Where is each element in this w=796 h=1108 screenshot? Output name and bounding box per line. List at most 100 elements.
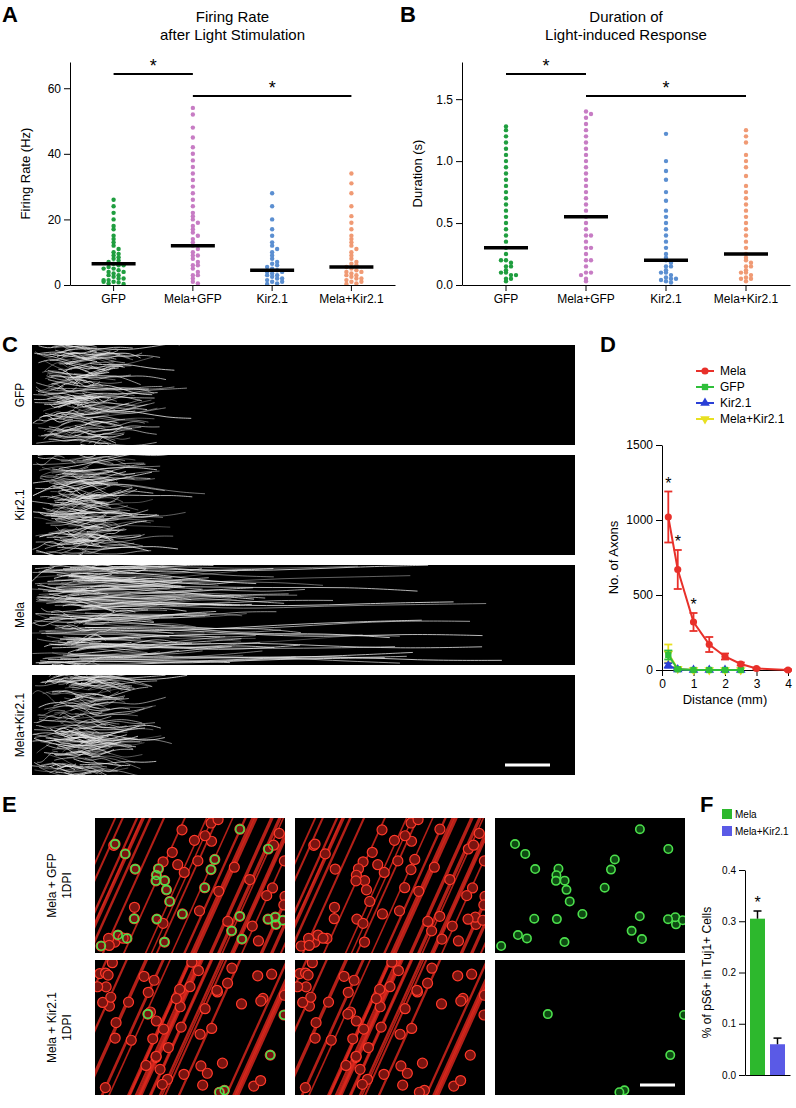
soma-texture: [467, 969, 477, 979]
data-point: [111, 198, 115, 202]
axon-texture: [82, 539, 104, 545]
neurite-texture: [361, 960, 431, 1095]
soma-texture: [343, 987, 353, 997]
data-point: [504, 177, 508, 181]
axon-texture: [59, 455, 157, 469]
axon-texture: [40, 513, 125, 517]
legend-item: Kir2.1: [696, 396, 752, 410]
data-point: [744, 239, 748, 243]
plot-area: [750, 911, 785, 1075]
micrograph-background: [495, 818, 685, 953]
y-tick-label: 1.5: [436, 93, 453, 107]
data-point: [753, 665, 760, 672]
soma-texture: [351, 1016, 361, 1026]
neurite-texture: [95, 818, 142, 953]
soma-texture: [193, 966, 203, 976]
y-tick-line: [739, 973, 745, 974]
axon-texture: [33, 484, 79, 496]
data-point: [504, 171, 508, 175]
soma-texture: [167, 847, 177, 857]
soma-texture: [363, 1043, 373, 1053]
figure: AFiring Rateafter Light Stimulation02040…: [0, 0, 796, 1108]
data-point: [589, 112, 593, 116]
data-point: [664, 199, 668, 203]
soma-texture: [469, 840, 479, 850]
legend-label: Mela: [735, 809, 757, 820]
soma-texture: [279, 856, 285, 866]
soma-texture: [262, 891, 272, 901]
micrograph-background: [32, 455, 575, 555]
significance-star: *: [665, 475, 671, 492]
x-tick-line: [113, 285, 114, 291]
data-point: [665, 652, 671, 658]
data-point: [504, 239, 508, 243]
neurite-texture: [145, 960, 215, 1095]
data-point: [584, 239, 588, 243]
x-tick: 0: [659, 670, 666, 691]
soma-texture: [367, 847, 377, 857]
data-point: [720, 664, 730, 672]
axon-texture: [83, 400, 151, 410]
axon-texture: [88, 430, 157, 435]
pS6-texture: [123, 934, 131, 942]
y-tick-line: [656, 595, 662, 596]
data-point: [111, 257, 115, 261]
data-point: [664, 239, 668, 243]
data-point: [265, 282, 269, 285]
x-tick-label: 3: [754, 677, 761, 691]
neurite-texture: [406, 818, 476, 953]
series: [171, 106, 215, 285]
soma-texture: [110, 1033, 120, 1043]
data-point: [344, 273, 348, 277]
pS6-texture: [114, 931, 122, 939]
soma-texture: [303, 970, 313, 980]
pS6-texture: [544, 1010, 552, 1018]
x-tick-label: 0: [659, 677, 666, 691]
soma-texture: [267, 969, 277, 979]
neurite-texture: [375, 960, 445, 1095]
data-point: [196, 263, 200, 267]
axon-texture: [53, 477, 114, 481]
soma-texture: [400, 1004, 410, 1014]
series: [92, 198, 136, 285]
series: [664, 492, 792, 674]
neurite-texture: [222, 960, 285, 1095]
data-point: [737, 660, 744, 667]
mean-bar: [171, 244, 215, 248]
neurite-texture: [295, 818, 347, 953]
soma-texture: [214, 886, 224, 896]
data-point: [706, 641, 713, 648]
soma-texture: [320, 849, 330, 859]
pS6-texture: [511, 840, 519, 848]
axon-texture: [69, 457, 135, 460]
data-point: [191, 178, 195, 182]
y-tick-line: [739, 870, 745, 871]
data-point: [111, 204, 115, 208]
data-point: [664, 215, 668, 219]
y-axis: 050010001500: [626, 438, 662, 677]
data-point: [584, 246, 588, 250]
soma-texture: [406, 865, 416, 875]
error-bar: [674, 550, 682, 589]
y-tick: 500: [633, 588, 662, 602]
error-bar: [690, 613, 698, 631]
soma-texture: [237, 999, 247, 1009]
y-tick: 0: [646, 663, 662, 677]
soma-texture: [318, 933, 328, 943]
x-tick-label: Kir2.1: [256, 292, 288, 306]
axon-texture: [90, 388, 154, 393]
data-point: [584, 177, 588, 181]
x-tick-label: Mela+GFP: [164, 292, 222, 306]
data-point: [579, 273, 583, 277]
neurite-texture: [430, 960, 485, 1095]
data-point: [196, 273, 200, 277]
x-axis-line: [463, 285, 791, 286]
series: [724, 128, 768, 284]
data-point: [349, 275, 353, 279]
series: [329, 171, 373, 285]
axon-texture: [57, 720, 103, 734]
data-point: [106, 281, 110, 285]
data-point: [706, 667, 712, 673]
plot-area: [663, 492, 792, 676]
soma-texture: [365, 896, 375, 906]
